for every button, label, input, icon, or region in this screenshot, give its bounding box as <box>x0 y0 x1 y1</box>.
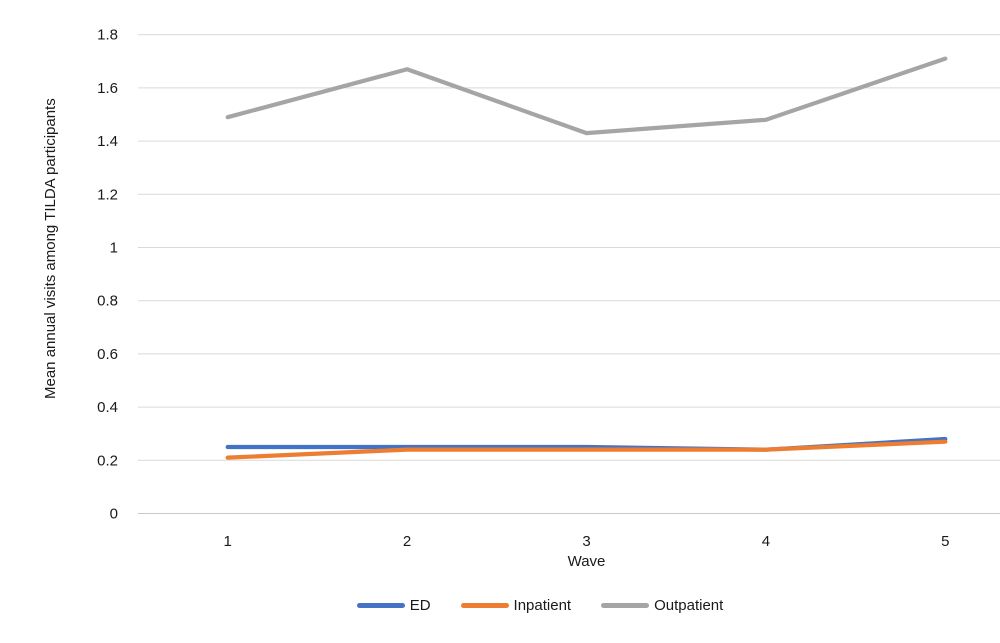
legend-swatch-inpatient <box>460 603 509 608</box>
legend-item-ed: ED <box>356 597 431 614</box>
series-line-inpatient <box>225 439 948 460</box>
y-tick-label: 0.4 <box>97 399 118 416</box>
y-tick-label: 0.8 <box>97 293 118 310</box>
x-tick-label: 4 <box>762 533 770 550</box>
legend-item-outpatient: Outpatient <box>601 597 723 614</box>
y-tick-label: 1.2 <box>97 186 118 203</box>
line-chart-figure: Mean annual visits among TILDA participa… <box>40 16 1000 627</box>
legend-swatch-outpatient <box>601 603 650 608</box>
x-tick-label: 5 <box>941 533 949 550</box>
y-tick-label: 0.2 <box>97 452 118 469</box>
x-tick-label: 1 <box>224 533 232 550</box>
legend-swatch-ed <box>356 603 405 608</box>
legend-item-inpatient: Inpatient <box>460 597 572 614</box>
y-tick-label: 1.8 <box>97 27 118 44</box>
y-tick-label: 1 <box>110 240 118 257</box>
legend-label: Outpatient <box>654 597 724 614</box>
series-line-outpatient <box>225 56 948 136</box>
y-tick-label: 0.6 <box>97 346 118 363</box>
y-tick-label: 1.4 <box>97 133 118 150</box>
chart-legend: ED Inpatient Outpatient <box>40 597 1000 614</box>
legend-label: ED <box>409 597 431 614</box>
x-axis-title: Wave <box>567 553 606 570</box>
x-tick-label: 2 <box>403 533 411 550</box>
y-tick-label: 0 <box>110 506 118 523</box>
chart-canvas: 0 0.2 0.4 0.6 0.8 1 1.2 1.4 1.6 1.8 1 2 3 4 5 <box>97 27 1000 550</box>
x-tick-label: 3 <box>582 533 590 550</box>
legend-label: Inpatient <box>513 597 572 614</box>
y-tick-label: 1.6 <box>97 80 118 97</box>
